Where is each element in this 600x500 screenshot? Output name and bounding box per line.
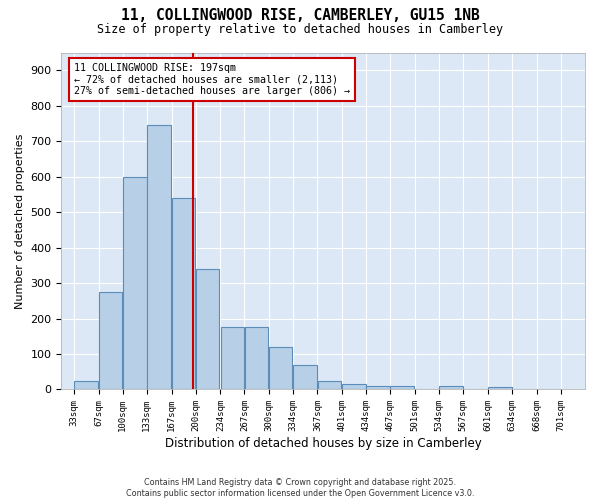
Bar (74, 380, 98, 390)
Bar (391, 386, 414, 390)
Text: Size of property relative to detached houses in Camberley: Size of property relative to detached ho… (97, 22, 503, 36)
Y-axis label: Number of detached properties: Number of detached properties (15, 134, 25, 308)
Bar (221, 328, 244, 390)
Text: Contains HM Land Registry data © Crown copyright and database right 2025.
Contai: Contains HM Land Registry data © Crown c… (126, 478, 474, 498)
Bar (343, 384, 366, 390)
Bar (269, 347, 292, 390)
Bar (196, 269, 220, 390)
Bar (367, 386, 390, 390)
Text: 11 COLLINGWOOD RISE: 197sqm
← 72% of detached houses are smaller (2,113)
27% of : 11 COLLINGWOOD RISE: 197sqm ← 72% of det… (74, 63, 350, 96)
Text: 11, COLLINGWOOD RISE, CAMBERLEY, GU15 1NB: 11, COLLINGWOOD RISE, CAMBERLEY, GU15 1N… (121, 8, 479, 22)
Bar (123, 176, 146, 390)
Bar (172, 198, 196, 390)
Bar (317, 380, 341, 390)
Bar (99, 292, 122, 390)
Bar (293, 364, 317, 390)
Bar (245, 328, 268, 390)
Bar (488, 386, 512, 390)
X-axis label: Distribution of detached houses by size in Camberley: Distribution of detached houses by size … (165, 437, 482, 450)
Bar (147, 125, 170, 390)
Bar (439, 386, 463, 390)
